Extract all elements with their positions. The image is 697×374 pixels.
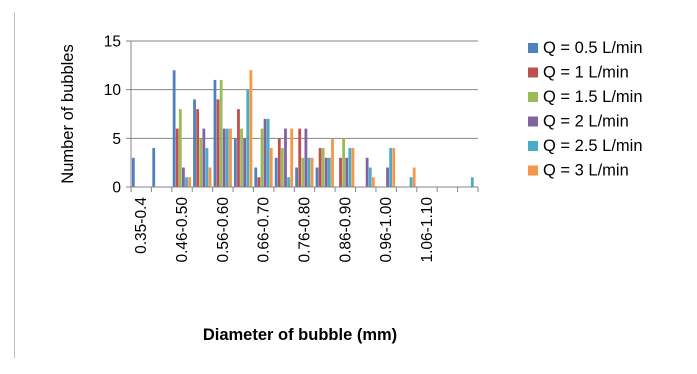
bar (295, 167, 298, 187)
y-axis-title: Number of bubbles (59, 44, 77, 183)
bar (274, 157, 278, 187)
bar (175, 128, 179, 187)
bar (188, 177, 192, 187)
bar (193, 99, 196, 187)
bar (277, 138, 281, 187)
x-tick-label: 0.86-0.90 (337, 197, 354, 263)
bar (365, 157, 369, 187)
bar (386, 167, 389, 187)
bar (290, 128, 294, 187)
bar (199, 138, 203, 187)
bar (233, 138, 237, 187)
bar (287, 177, 290, 187)
x-tick-label: 0.76-0.80 (297, 197, 314, 263)
bar (351, 148, 355, 187)
legend-swatch (528, 116, 538, 127)
bar (205, 148, 209, 187)
legend-swatch (528, 141, 538, 151)
bar (409, 177, 413, 187)
legend-label: Q = 1.5 L/min (543, 88, 643, 106)
bar (263, 118, 267, 187)
y-tick-label: 0 (112, 180, 121, 197)
bar (269, 148, 273, 187)
bar (243, 138, 247, 187)
bar (152, 148, 156, 187)
bar (249, 70, 253, 187)
legend: Q = 0.5 L/min Q = 1 L/min Q = 1.5 L/min Q =… (528, 39, 643, 180)
bar (412, 167, 416, 187)
bar (345, 157, 349, 187)
bar (298, 128, 302, 187)
bar (368, 167, 372, 187)
bar (348, 148, 352, 187)
bar (185, 177, 188, 187)
y-tick-label: 5 (112, 131, 121, 148)
bar (202, 128, 206, 187)
bar (284, 128, 287, 187)
bar (208, 167, 212, 187)
legend-label: Q = 3 L/min (543, 162, 629, 180)
legend-label: Q = 0.5 L/min (543, 39, 643, 57)
bar (304, 128, 308, 187)
bar (318, 148, 322, 187)
bar (470, 177, 474, 187)
bar (213, 79, 217, 187)
bar (321, 148, 325, 187)
legend-swatch (528, 92, 538, 102)
axes (126, 40, 479, 192)
bar (257, 177, 261, 187)
bar (219, 79, 223, 187)
bar (237, 109, 240, 187)
bar (246, 89, 250, 187)
bar (389, 148, 393, 187)
x-tick-label: 0.56-0.60 (215, 197, 232, 263)
x-tick-label: 0.46-0.50 (174, 197, 191, 263)
y-tick-label: 10 (104, 82, 122, 99)
bar (266, 118, 270, 187)
bar (229, 128, 232, 187)
bar (178, 109, 182, 187)
x-tick-labels: 0.35-0.4 0.46-0.50 0.56-0.60 0.66-0.70 0.76-… (133, 197, 436, 263)
bar (254, 167, 258, 187)
x-tick-label: 0.66-0.70 (256, 197, 273, 263)
x-tick-label: 1.06-1.10 (419, 197, 436, 263)
bars (131, 70, 474, 187)
bar (131, 157, 135, 187)
bar (240, 128, 243, 187)
y-tick-label: 15 (104, 34, 121, 51)
legend-label: Q = 1 L/min (543, 64, 629, 82)
bar (307, 157, 311, 187)
bar (301, 157, 305, 187)
bar (182, 167, 185, 187)
x-axis-title: Diameter of bubble (mm) (203, 326, 397, 344)
bar (324, 157, 328, 187)
legend-swatch (528, 165, 538, 176)
bar (280, 148, 284, 187)
x-tick-label: 0.35-0.4 (133, 197, 150, 254)
bar (342, 138, 346, 187)
y-tick-labels: 0 5 10 15 (104, 34, 122, 197)
x-tick-label: 0.96-1.00 (378, 197, 395, 263)
legend-label: Q = 2.5 L/min (543, 137, 643, 155)
bar (315, 167, 319, 187)
bar (339, 157, 342, 187)
bar (222, 128, 226, 187)
bar (310, 157, 314, 187)
bar (331, 138, 334, 187)
bar (225, 128, 229, 187)
legend-swatch (528, 67, 538, 78)
bar (172, 70, 176, 187)
bar (260, 128, 264, 187)
bar (371, 177, 375, 187)
bar (328, 157, 331, 187)
bar (216, 99, 220, 187)
bar (392, 148, 396, 187)
legend-swatch (528, 43, 538, 53)
legend-label: Q = 2 L/min (543, 113, 629, 131)
bar (196, 109, 200, 187)
